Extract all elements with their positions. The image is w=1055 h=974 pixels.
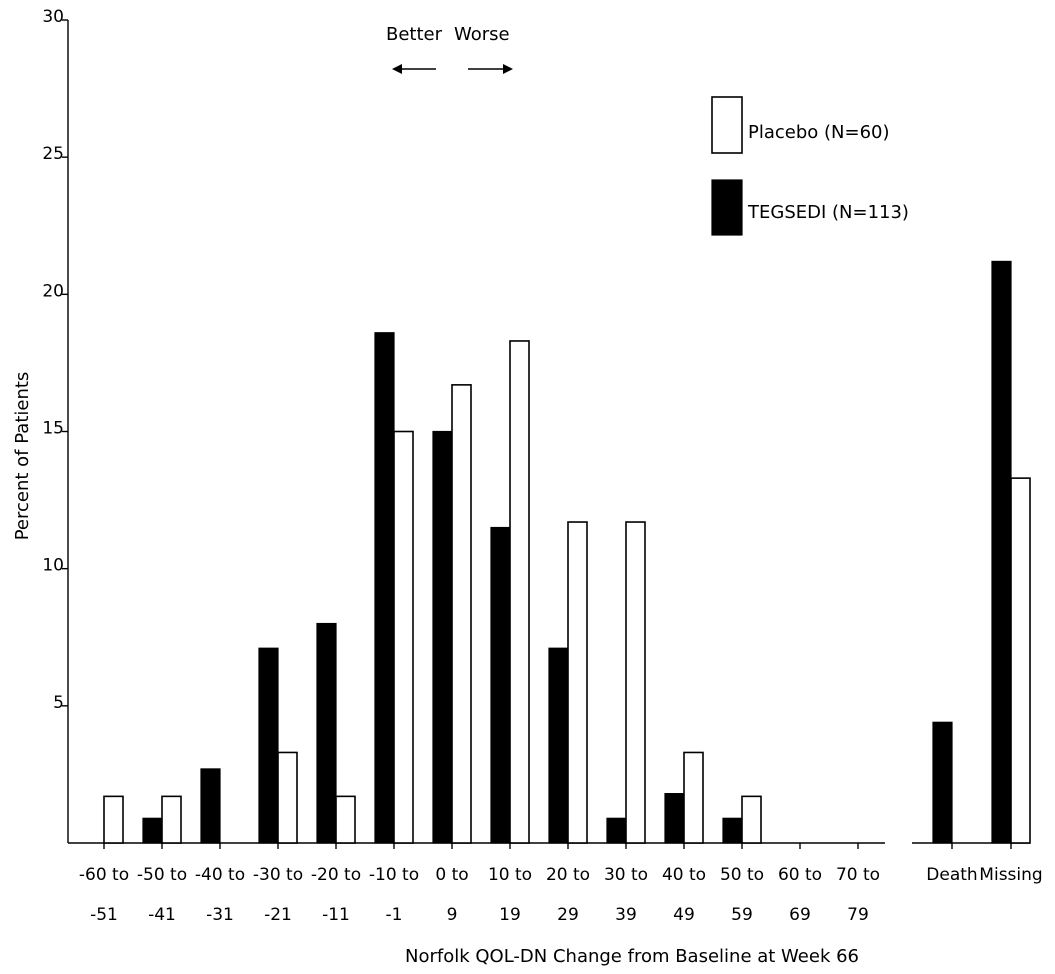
x-tick-label: Death — [926, 865, 977, 885]
x-tick-label: 40 to — [662, 865, 706, 885]
y-tick-label: 5 — [53, 693, 64, 713]
x-tick-label: -21 — [264, 905, 292, 925]
bars — [103, 260, 1031, 844]
y-tick-label: 20 — [42, 281, 64, 301]
x-tick-label: 10 to — [488, 865, 532, 885]
better-worse-annotation: Better Worse — [386, 24, 513, 74]
bar-tegsedi — [200, 768, 221, 844]
bar-tegsedi — [722, 817, 743, 844]
x-tick-label: -51 — [90, 905, 118, 925]
left-arrow-icon — [392, 64, 436, 74]
y-axis: 5 10 15 20 25 30 — [42, 7, 69, 843]
x-tick-label: -30 to — [253, 865, 303, 885]
bar-tegsedi — [548, 647, 569, 844]
x-tick-label: -60 to — [79, 865, 129, 885]
bar-placebo — [451, 384, 472, 844]
bar-tegsedi — [664, 793, 685, 844]
bar-tegsedi — [991, 260, 1012, 844]
x-tick-label: 60 to — [778, 865, 822, 885]
legend-swatch-placebo — [711, 96, 743, 154]
x-tick-label: 50 to — [720, 865, 764, 885]
x-tick-label: 30 to — [604, 865, 648, 885]
bar-tegsedi — [606, 817, 627, 844]
y-tick-label: 25 — [42, 144, 64, 164]
x-tick-label: -11 — [322, 905, 350, 925]
bar-tegsedi — [316, 622, 337, 844]
better-label: Better — [386, 24, 443, 45]
bar-placebo — [335, 795, 356, 844]
y-tick-label: 10 — [42, 556, 64, 576]
bar-placebo — [277, 751, 298, 844]
y-axis-label: Percent of Patients — [12, 372, 33, 541]
legend: Placebo (N=60) TEGSEDI (N=113) — [711, 96, 909, 236]
bar-placebo — [103, 795, 124, 844]
bar-placebo — [567, 521, 588, 844]
x-tick-label: -20 to — [311, 865, 361, 885]
x-tick-label: 39 — [615, 905, 637, 925]
worse-label: Worse — [454, 24, 510, 45]
x-tick-label: -41 — [148, 905, 176, 925]
bar-tegsedi — [142, 817, 163, 844]
bar-placebo — [509, 340, 530, 844]
bar-placebo — [683, 751, 704, 844]
x-tick-label: 70 to — [836, 865, 880, 885]
y-tick-label: 15 — [42, 419, 64, 439]
legend-item-tegsedi: TEGSEDI (N=113) — [711, 179, 909, 236]
x-tick-label: -40 to — [195, 865, 245, 885]
x-tick-label: -1 — [386, 905, 403, 925]
bar-placebo — [741, 795, 762, 844]
x-tick-label: -50 to — [137, 865, 187, 885]
x-axis — [68, 842, 1030, 849]
legend-label-tegsedi: TEGSEDI (N=113) — [747, 202, 909, 223]
x-tick-label: 0 to — [435, 865, 468, 885]
x-tick-labels: -60 to -51 -50 to -41 -40 to -31 -30 to -21 -20 … — [79, 865, 1043, 925]
bar-tegsedi — [490, 526, 511, 844]
bar-placebo — [625, 521, 646, 844]
x-tick-label: 29 — [557, 905, 579, 925]
x-tick-label: 69 — [789, 905, 811, 925]
bar-placebo — [1010, 477, 1031, 844]
x-tick-label: -31 — [206, 905, 234, 925]
x-tick-label: 9 — [447, 905, 458, 925]
legend-label-placebo: Placebo (N=60) — [748, 122, 890, 143]
x-tick-label: Missing — [979, 865, 1042, 885]
right-arrow-icon — [468, 64, 513, 74]
x-tick-label: 79 — [847, 905, 869, 925]
x-tick-label: -10 to — [369, 865, 419, 885]
bar-tegsedi — [432, 430, 453, 844]
legend-item-placebo: Placebo (N=60) — [711, 96, 890, 154]
bar-tegsedi — [374, 332, 395, 844]
bar-tegsedi — [932, 721, 953, 844]
bar-placebo — [393, 430, 414, 844]
y-tick-label: 30 — [42, 7, 64, 27]
bar-tegsedi — [258, 647, 279, 844]
x-axis-label: Norfolk QOL-DN Change from Baseline at W… — [405, 946, 859, 967]
x-tick-label: 49 — [673, 905, 695, 925]
x-tick-label: 19 — [499, 905, 521, 925]
legend-swatch-tegsedi — [711, 179, 743, 236]
x-tick-label: 59 — [731, 905, 753, 925]
bar-placebo — [161, 795, 182, 844]
x-tick-label: 20 to — [546, 865, 590, 885]
